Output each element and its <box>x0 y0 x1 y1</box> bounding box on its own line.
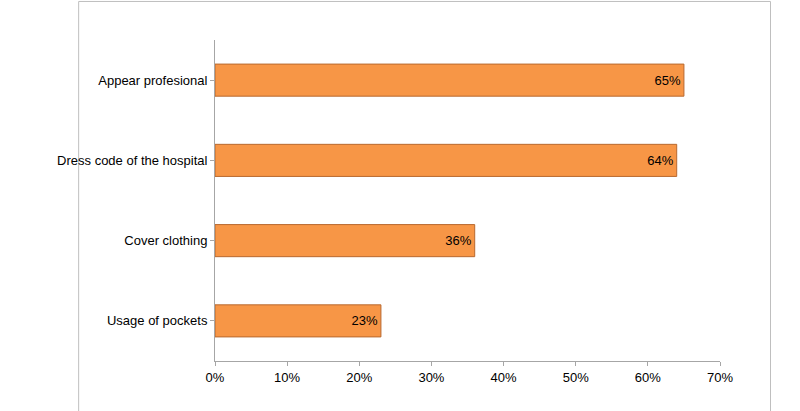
svg-text:30%: 30% <box>418 370 444 385</box>
svg-text:Usage of pockets: Usage of pockets <box>107 313 208 328</box>
svg-text:50%: 50% <box>563 370 589 385</box>
svg-text:70%: 70% <box>707 370 733 385</box>
svg-text:64%: 64% <box>647 153 673 168</box>
svg-text:0%: 0% <box>206 370 225 385</box>
svg-text:10%: 10% <box>274 370 300 385</box>
svg-text:20%: 20% <box>346 370 372 385</box>
svg-text:Dress code of the hospital: Dress code of the hospital <box>57 153 207 168</box>
svg-text:23%: 23% <box>351 313 377 328</box>
svg-text:40%: 40% <box>491 370 517 385</box>
svg-text:Appear profesional: Appear profesional <box>98 73 207 88</box>
svg-text:36%: 36% <box>445 233 471 248</box>
svg-text:60%: 60% <box>635 370 661 385</box>
svg-text:Cover clothing: Cover clothing <box>124 233 207 248</box>
svg-text:65%: 65% <box>654 73 680 88</box>
